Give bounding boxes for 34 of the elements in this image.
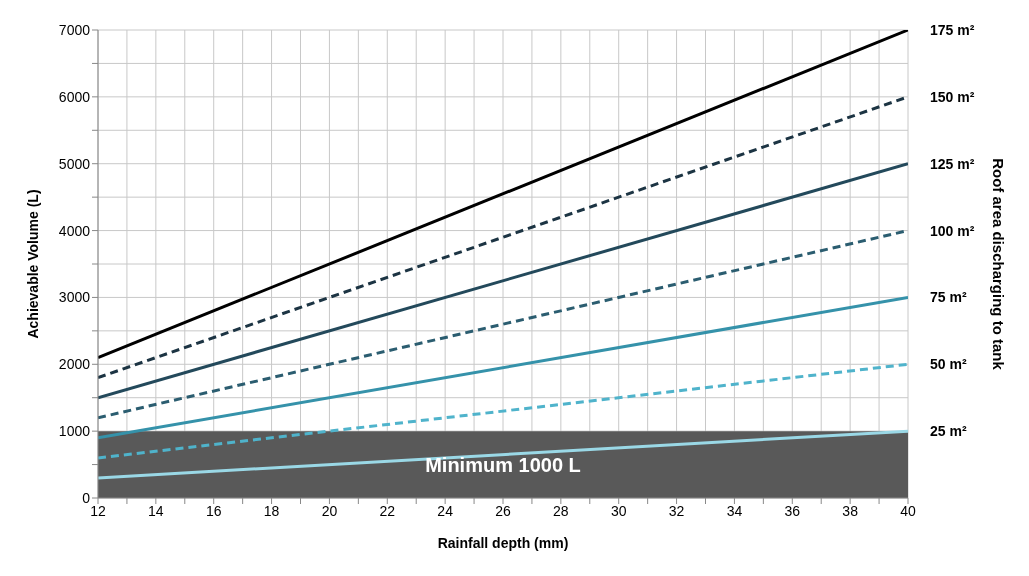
x-tick-label: 12 xyxy=(90,502,106,519)
series-label: 25 m² xyxy=(930,423,967,440)
y-tick-label: 1000 xyxy=(58,423,91,440)
y-tick-label: 6000 xyxy=(58,88,91,105)
series-label: 175 m² xyxy=(930,22,975,38)
y-tick-label: 2000 xyxy=(58,356,91,373)
x-tick-label: 30 xyxy=(610,502,627,519)
x-axis-title: Rainfall depth (mm) xyxy=(437,535,569,551)
x-tick-label: 18 xyxy=(263,502,280,519)
x-tick-label: 24 xyxy=(437,502,454,519)
series-label: 150 m² xyxy=(930,88,975,105)
x-tick-label: 20 xyxy=(321,502,338,519)
x-tick-label: 40 xyxy=(900,502,916,519)
y-tick-label: 5000 xyxy=(58,155,91,172)
series-label: 125 m² xyxy=(930,155,975,172)
x-tick-label: 28 xyxy=(553,502,569,519)
y-axis-title: Achievable Volume (L) xyxy=(24,189,41,339)
x-tick-label: 32 xyxy=(668,502,685,519)
series-label: 75 m² xyxy=(930,289,967,306)
y-tick-label: 7000 xyxy=(58,21,91,38)
y-tick-label: 0 xyxy=(82,489,91,506)
x-tick-label: 36 xyxy=(784,502,801,519)
x-tick-label: 26 xyxy=(495,502,511,519)
y2-axis-title: Roof area discharging to tank xyxy=(989,158,1007,371)
x-tick-label: 38 xyxy=(842,502,859,519)
x-tick-label: 16 xyxy=(205,502,222,519)
series-label: 100 m² xyxy=(930,222,975,239)
band-label: Minimum 1000 L xyxy=(425,453,581,476)
x-tick-label: 34 xyxy=(726,502,743,519)
x-tick-label: 14 xyxy=(148,502,164,519)
x-tick-label: 22 xyxy=(379,502,396,519)
series-label: 50 m² xyxy=(930,356,967,373)
y-tick-label: 3000 xyxy=(58,289,91,306)
y-tick-label: 4000 xyxy=(58,222,91,239)
